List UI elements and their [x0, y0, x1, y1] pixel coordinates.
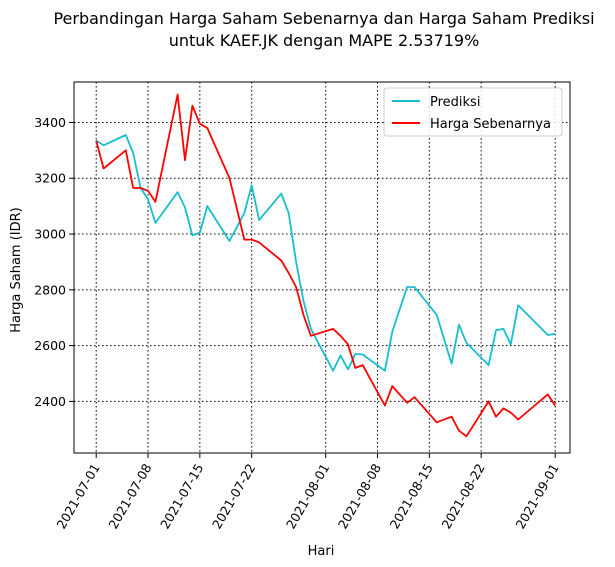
y-tick-label: 3000: [34, 227, 66, 242]
y-tick-label: 3200: [34, 171, 66, 186]
series-line-harga-sebenarnya: [95, 93, 556, 438]
x-tick-label: 2021-08-01: [283, 461, 332, 531]
plot-frame: [73, 81, 571, 454]
y-tick-label: 2400: [34, 394, 66, 409]
x-tick-label: 2021-07-08: [105, 461, 154, 531]
x-tick-label: 2021-09-01: [512, 461, 561, 531]
y-tick-label: 2600: [34, 338, 66, 353]
chart-title-line-2: untuk KAEF.JK dengan MAPE 2.53719%: [169, 31, 480, 50]
legend-label-prediksi: Prediksi: [430, 95, 480, 110]
x-tick-label: 2021-08-08: [335, 461, 384, 531]
ticks-layer: 2021-07-01 2021-07-08 2021-07-15 2021-07-22…: [34, 115, 562, 531]
legend-label-harga-sebenarnya: Harga Sebenarnya: [430, 117, 551, 132]
lines-layer: [95, 93, 556, 438]
x-tick-label: 2021-07-15: [157, 461, 206, 531]
series-line-prediksi: [95, 134, 556, 372]
x-tick-label: 2021-07-01: [53, 461, 102, 531]
legend: Prediksi Harga Sebenarnya: [383, 87, 563, 137]
grid-layer: [74, 82, 570, 453]
y-axis-label: Harga Saham (IDR): [9, 207, 24, 332]
y-tick-label: 3400: [34, 115, 66, 130]
x-tick-label: 2021-08-15: [387, 461, 436, 531]
x-tick-label: 2021-07-22: [209, 461, 258, 531]
x-axis-label: Hari: [308, 544, 335, 559]
chart-title-line-1: Perbandingan Harga Saham Sebenarnya dan …: [53, 9, 594, 28]
x-tick-label: 2021-08-22: [438, 461, 487, 531]
legend-box: [383, 87, 563, 137]
y-tick-label: 2800: [34, 282, 66, 297]
